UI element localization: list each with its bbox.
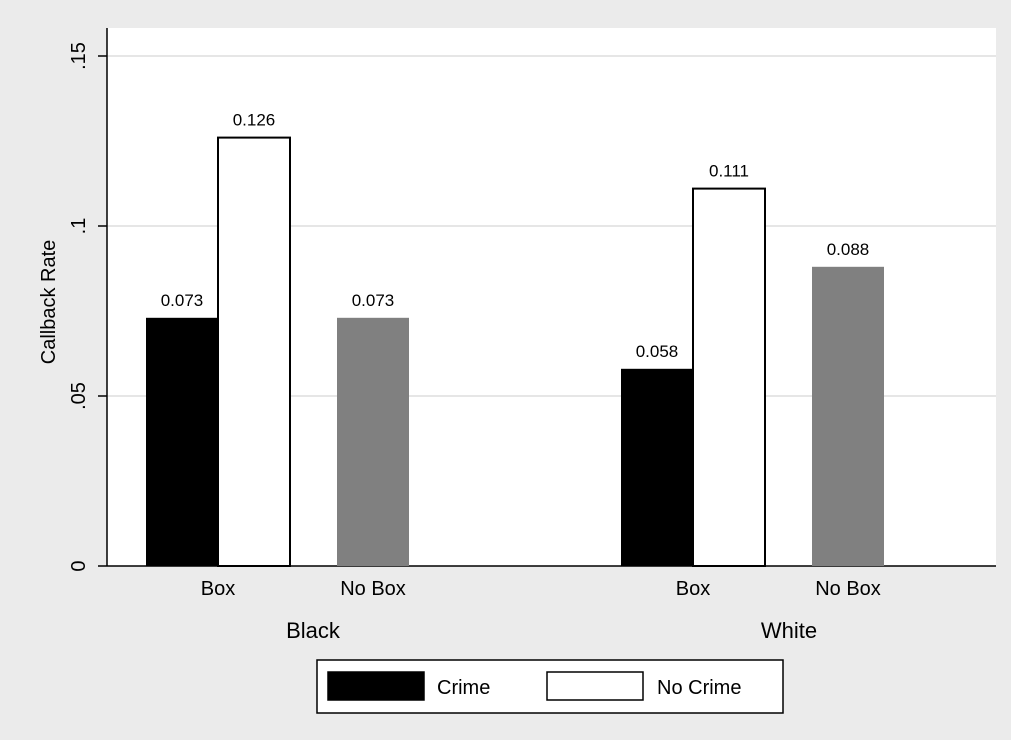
data-label: 0.126 bbox=[233, 111, 276, 130]
data-label: 0.111 bbox=[709, 162, 749, 181]
data-label: 0.073 bbox=[352, 291, 395, 310]
data-label: 0.088 bbox=[827, 240, 870, 259]
data-label: 0.058 bbox=[636, 342, 679, 361]
data-label: 0.073 bbox=[161, 291, 204, 310]
y-tick-label: .05 bbox=[68, 382, 90, 410]
x-tick-label: No Box bbox=[815, 578, 881, 600]
bar-white-box-crime bbox=[621, 368, 693, 566]
legend-label: No Crime bbox=[657, 677, 741, 699]
bar-white-no-box-no-box bbox=[812, 266, 884, 566]
legend-swatch-no-crime bbox=[546, 671, 644, 701]
y-tick-label: 0 bbox=[68, 560, 90, 571]
x-tick-label: No Box bbox=[340, 578, 406, 600]
bar-white-box-no-crime bbox=[692, 187, 766, 567]
group-label: White bbox=[761, 618, 817, 643]
y-tick-label: .15 bbox=[68, 42, 90, 70]
group-label: Black bbox=[286, 618, 341, 643]
y-axis-title: Callback Rate bbox=[38, 240, 60, 365]
legend-label: Crime bbox=[437, 677, 490, 699]
x-tick-label: Box bbox=[676, 578, 710, 600]
bar-black-box-crime bbox=[146, 317, 218, 566]
y-tick-label: .1 bbox=[68, 218, 90, 235]
legend-swatch-crime bbox=[327, 671, 425, 701]
bar-black-no-box-no-box bbox=[337, 317, 409, 566]
x-tick-label: Box bbox=[201, 578, 235, 600]
bar-black-box-no-crime bbox=[217, 136, 291, 567]
